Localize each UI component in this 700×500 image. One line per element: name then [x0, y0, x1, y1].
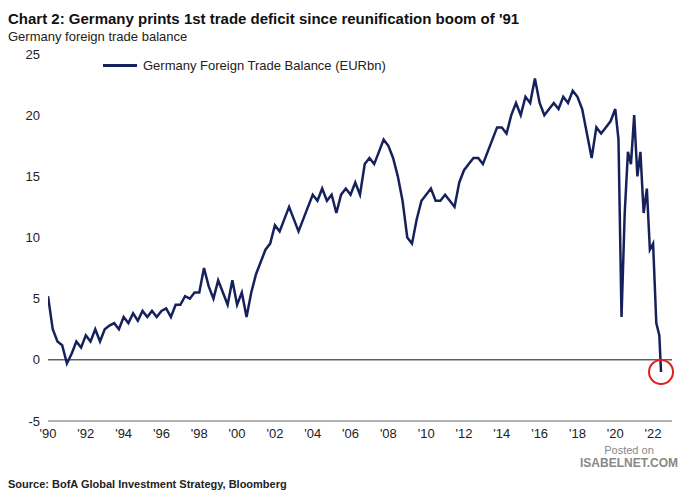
- html-text:Source: BofA Global Investment: Source: BofA Global Investment Strategy,…: [8, 478, 287, 490]
- svg-text:'00: '00: [229, 426, 246, 441]
- html-text:Posted on: Posted on: [604, 444, 654, 456]
- svg-text:'02: '02: [266, 426, 283, 441]
- svg-text:'18: '18: [569, 426, 586, 441]
- svg-text:'98: '98: [191, 426, 208, 441]
- svg-text:'04: '04: [304, 426, 321, 441]
- svg-text:'12: '12: [456, 426, 473, 441]
- svg-text:'20: '20: [607, 426, 624, 441]
- svg-text:'14: '14: [493, 426, 510, 441]
- html-text:Germany Foreign Trade Balance: Germany Foreign Trade Balance (EURbn): [143, 58, 386, 73]
- svg-text:'10: '10: [418, 426, 435, 441]
- svg-text:'94: '94: [115, 426, 132, 441]
- svg-text:5: 5: [33, 291, 40, 306]
- svg-text:20: 20: [26, 108, 40, 123]
- svg-text:0: 0: [33, 352, 40, 367]
- html-text:ISABELNET.COM: ISABELNET.COM: [580, 456, 678, 470]
- html-text:Chart 2: Germany prints 1st tr: Chart 2: Germany prints 1st trade defici…: [8, 10, 520, 27]
- svg-text:'16: '16: [531, 426, 548, 441]
- svg-text:'90: '90: [40, 426, 57, 441]
- svg-text:'06: '06: [342, 426, 359, 441]
- svg-text:'92: '92: [77, 426, 94, 441]
- svg-text:10: 10: [26, 230, 40, 245]
- html-text:Germany foreign trade balance: Germany foreign trade balance: [8, 29, 188, 44]
- svg-text:25: 25: [26, 47, 40, 62]
- svg-text:'22: '22: [645, 426, 662, 441]
- svg-text:-5: -5: [28, 414, 40, 429]
- svg-text:'08: '08: [380, 426, 397, 441]
- svg-text:15: 15: [26, 169, 40, 184]
- svg-text:'96: '96: [153, 426, 170, 441]
